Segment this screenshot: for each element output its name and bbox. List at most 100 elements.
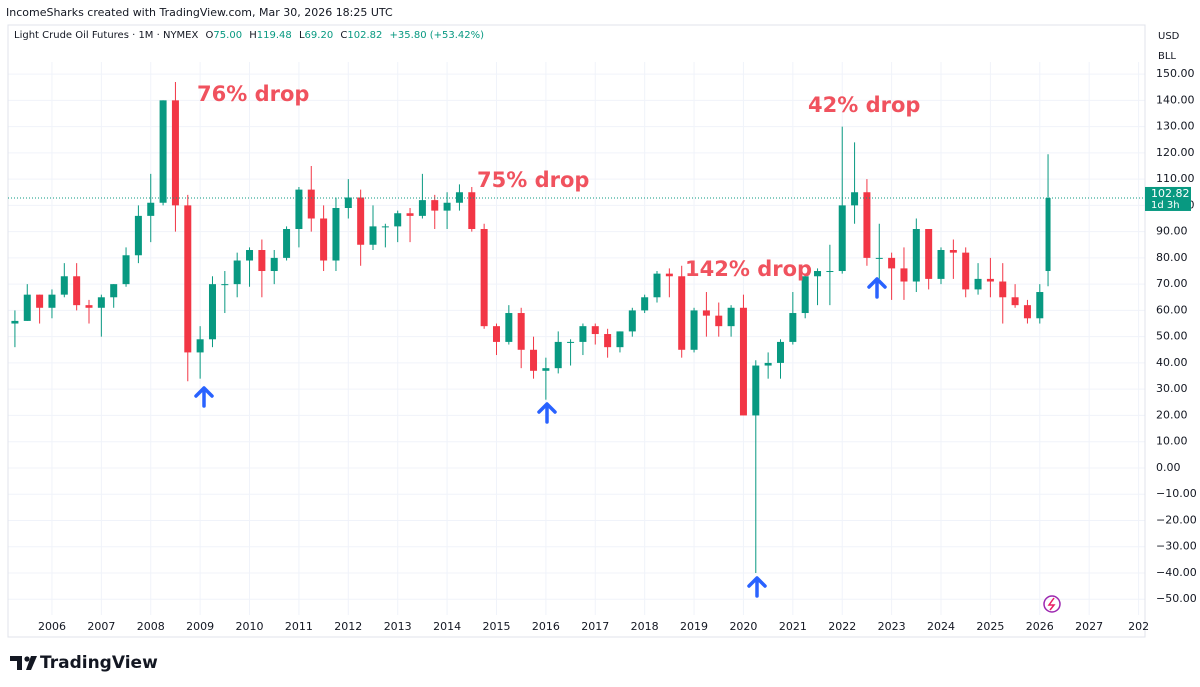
candle-body — [739, 307, 747, 416]
legend-close: 102.82 — [347, 30, 382, 41]
candle-body — [73, 276, 81, 306]
x-tick-label: 2011 — [285, 620, 313, 633]
y-tick-label: 70.00 — [1156, 277, 1188, 290]
countdown: 1d 3h — [1151, 200, 1180, 211]
candle-body — [616, 331, 624, 348]
x-tick-label: 2022 — [828, 620, 856, 633]
candle-body — [320, 218, 328, 261]
arrow — [537, 402, 557, 424]
candle-body — [579, 326, 587, 342]
brand-logo: TradingView — [10, 653, 158, 673]
candle-body — [888, 257, 896, 269]
y-tick-label: −30.00 — [1156, 540, 1197, 553]
candle-body — [974, 278, 982, 290]
arrow — [194, 386, 214, 408]
candle-body — [764, 362, 772, 366]
candle-body — [159, 100, 167, 203]
y-tick-label: −50.00 — [1156, 592, 1197, 605]
y-tick-label: 20.00 — [1156, 408, 1188, 421]
candle-body — [443, 202, 451, 211]
x-tick-label: 2007 — [87, 620, 115, 633]
arrow — [747, 576, 767, 598]
candle-body — [110, 284, 118, 298]
candle-body — [394, 213, 402, 227]
candle-body — [665, 273, 673, 277]
candles — [11, 81, 1051, 573]
candle-body — [295, 189, 303, 230]
y-tick-label: 120.00 — [1156, 146, 1195, 159]
candle-body — [727, 307, 735, 327]
candle-body — [789, 313, 797, 342]
candle-body — [455, 192, 463, 203]
legend-change: +35.80 (+53.42%) — [390, 30, 485, 41]
candle-body — [641, 297, 649, 311]
y-tick-label: 80.00 — [1156, 251, 1188, 264]
candle-body — [567, 341, 575, 343]
candle-body — [1045, 197, 1051, 272]
candle-body — [702, 310, 710, 316]
x-tick-label: 2024 — [927, 620, 955, 633]
x-tick-label: 2025 — [976, 620, 1004, 633]
legend-low: 69.20 — [305, 30, 334, 41]
x-tick-label: 2008 — [137, 620, 165, 633]
candle-body — [900, 268, 908, 282]
candle-body — [814, 271, 822, 277]
candle-body — [85, 305, 93, 308]
candle-body — [851, 192, 859, 206]
arrows — [194, 277, 887, 598]
legend-symbol: Light Crude Oil Futures · 1M · NYMEX — [14, 30, 199, 41]
arrow — [867, 277, 887, 299]
legend: Light Crude Oil Futures · 1M · NYMEX O75… — [14, 30, 484, 41]
x-tick-label: 202 — [1128, 620, 1149, 633]
y-tick-label: 60.00 — [1156, 303, 1188, 316]
candle-body — [431, 200, 439, 211]
x-tick-label: 2019 — [680, 620, 708, 633]
candle-body — [801, 276, 809, 314]
candle-body — [480, 229, 488, 327]
candle-body — [912, 229, 920, 282]
y-tick-label: 10.00 — [1156, 435, 1188, 448]
grid — [8, 62, 1145, 615]
candle-body — [937, 250, 945, 279]
candle-body — [715, 315, 723, 327]
candle-body — [678, 276, 686, 350]
candle-body — [406, 213, 414, 216]
candle-body — [517, 313, 525, 350]
candle-body — [221, 284, 229, 286]
candle-body — [604, 334, 612, 348]
candle-body — [1023, 305, 1031, 319]
annotation: 76% drop — [197, 82, 309, 106]
candle-body — [332, 207, 340, 261]
y-tick-label: 110.00 — [1156, 172, 1195, 185]
y-tick-label: −40.00 — [1156, 566, 1197, 579]
x-tick-label: 2016 — [532, 620, 560, 633]
x-tick-label: 2027 — [1075, 620, 1103, 633]
candle-body — [344, 197, 352, 208]
candle-body — [357, 197, 365, 245]
y-tick-label: −20.00 — [1156, 513, 1197, 526]
x-tick-label: 2026 — [1026, 620, 1054, 633]
candle-body — [653, 273, 661, 298]
y-tick-label: 50.00 — [1156, 330, 1188, 343]
candle-body — [36, 294, 44, 308]
x-tick-label: 2012 — [334, 620, 362, 633]
candle-body — [776, 341, 784, 363]
candle-body — [196, 339, 204, 353]
candle-body — [530, 349, 538, 371]
y-tick-label: 140.00 — [1156, 93, 1195, 106]
x-tick-label: 2020 — [729, 620, 757, 633]
candle-body — [690, 310, 698, 350]
replay-icon — [1043, 595, 1061, 613]
candle-body — [171, 100, 179, 206]
candle-body — [283, 229, 291, 258]
candle-body — [418, 200, 426, 216]
x-tick-label: 2015 — [482, 620, 510, 633]
candle-body — [270, 257, 278, 272]
candle-body — [542, 368, 550, 371]
candle-body — [554, 341, 562, 369]
y-tick-label: 130.00 — [1156, 120, 1195, 133]
legend-c: C — [340, 30, 347, 41]
candle-body — [184, 205, 192, 353]
candle-body — [208, 284, 216, 340]
